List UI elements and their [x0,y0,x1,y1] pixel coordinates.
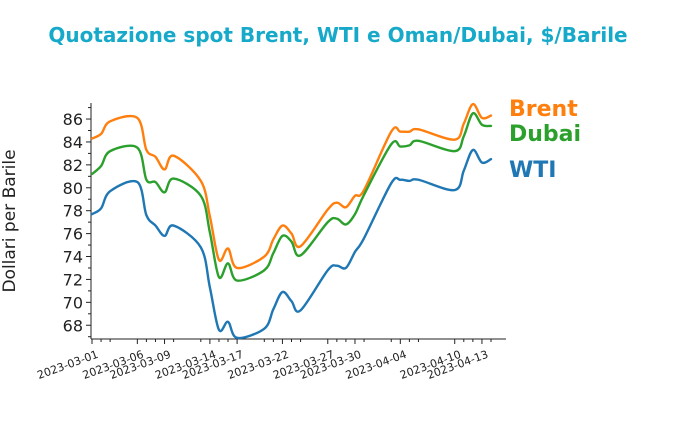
y-tick-label: 80 [63,179,83,198]
y-tick-label: 86 [63,110,83,129]
x-ticks: 2023-03-012023-03-062023-03-092023-03-14… [36,339,492,382]
y-ticks: 68 70 72 74 76 78 80 82 84 86 [63,107,91,338]
y-tick-label: 76 [63,225,83,244]
series-line-wti [90,148,493,340]
y-tick-label: 72 [63,270,83,289]
chart-title: Quotazione spot Brent, WTI e Oman/Dubai,… [48,23,627,47]
series-lines [90,102,493,340]
series-line-brent [90,102,493,270]
series-label-wti: WTI [509,158,556,183]
series-line-dubai [90,111,493,282]
y-tick-label: 70 [63,293,83,312]
y-tick-label: 68 [63,316,83,335]
y-tick-label: 74 [63,248,83,267]
y-tick-label: 84 [63,133,83,152]
series-label-brent: Brent [509,97,578,122]
y-tick-label: 78 [63,202,83,221]
series-label-dubai: Dubai [509,122,581,147]
y-axis-label: Dollari per Barile [0,149,20,292]
y-tick-label: 82 [63,156,83,175]
